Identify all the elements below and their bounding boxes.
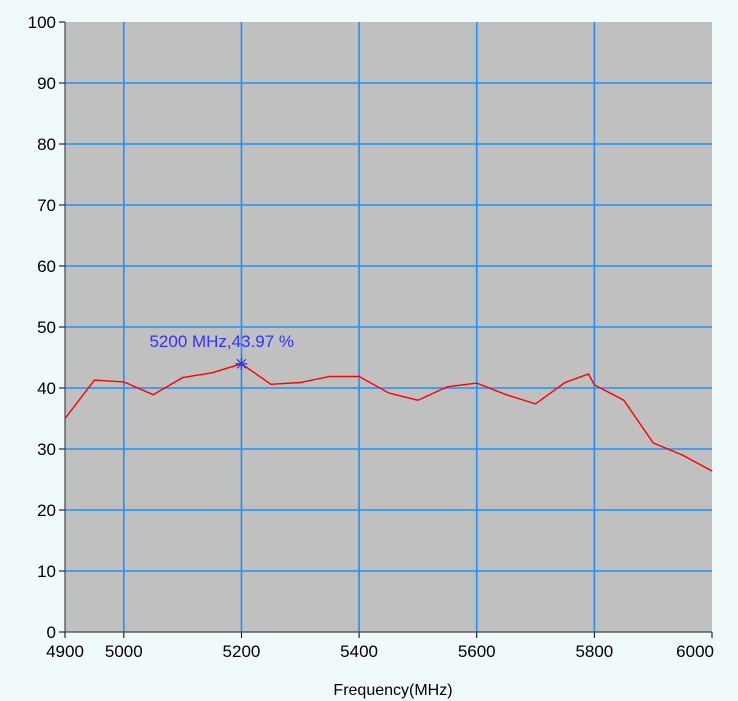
y-tick-label: 30 — [37, 440, 56, 459]
y-tick-label: 20 — [37, 501, 56, 520]
series-line — [64, 363, 713, 472]
series-layer — [64, 363, 713, 472]
y-tick-label: 10 — [37, 562, 56, 581]
x-tick-label: 5800 — [575, 642, 613, 661]
x-tick-label: 5000 — [105, 642, 143, 661]
grid-lines — [65, 22, 712, 632]
axes: 0 10 20 30 40 50 60 70 80 90 100 4900 5000 5200 5400 56… — [28, 13, 714, 661]
y-tick-label: 40 — [37, 379, 56, 398]
x-tick-label: 4900 — [46, 642, 84, 661]
marker-label: 5200 MHz,43.97 % — [149, 332, 294, 351]
y-tick-label: 0 — [47, 623, 56, 642]
x-axis-label: Frequency(MHz) — [333, 682, 452, 699]
y-tick-label: 60 — [37, 257, 56, 276]
y-tick-label: 50 — [37, 318, 56, 337]
y-tick-label: 100 — [28, 13, 56, 32]
y-tick-label: 80 — [37, 135, 56, 154]
x-tick-label: 6000 — [676, 642, 714, 661]
marker-layer: 5200 MHz,43.97 % — [149, 332, 294, 370]
x-tick-label: 5200 — [223, 642, 261, 661]
data-marker — [235, 357, 248, 370]
x-tick-label: 5600 — [458, 642, 496, 661]
y-tick-label: 70 — [37, 196, 56, 215]
marker-stroke — [236, 358, 247, 369]
x-tick-label: 5400 — [340, 642, 378, 661]
y-tick-label: 90 — [37, 74, 56, 93]
